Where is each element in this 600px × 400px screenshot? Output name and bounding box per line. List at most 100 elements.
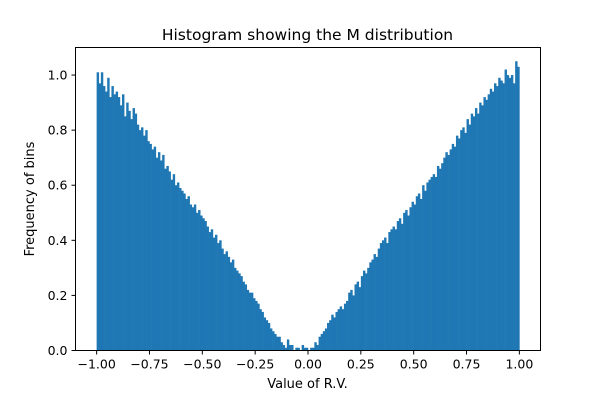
histogram-bar <box>356 281 360 351</box>
x-tick-label: −1.00 <box>77 357 115 372</box>
histogram-bar <box>225 251 228 351</box>
histogram-bar <box>263 317 267 351</box>
histogram-bar <box>369 262 372 351</box>
histogram-bar <box>348 292 351 351</box>
histogram-bar <box>479 102 482 351</box>
histogram-bar <box>134 113 138 351</box>
histogram-bar <box>365 273 368 351</box>
histogram-bar <box>124 116 127 351</box>
histogram-bar <box>100 72 104 351</box>
histogram-bar <box>517 66 520 351</box>
histogram-bar <box>314 342 317 351</box>
x-tick-label: 1.00 <box>505 357 533 372</box>
histogram-bar <box>500 80 503 351</box>
histogram-bar <box>401 223 404 351</box>
histogram-bar <box>174 185 178 351</box>
histogram-bar <box>432 174 436 351</box>
histogram-bar <box>215 234 218 351</box>
histogram-bar <box>417 193 421 351</box>
histogram-bar <box>333 317 336 351</box>
histogram-bar <box>331 314 334 351</box>
histogram-bar <box>458 138 461 351</box>
x-tick-label: −0.25 <box>236 357 274 372</box>
histogram-bar <box>261 311 264 351</box>
histogram-bar <box>278 336 281 351</box>
histogram-bar <box>179 187 182 351</box>
histogram-bar <box>102 86 106 351</box>
histogram-bar <box>428 179 431 351</box>
chart-title: Histogram showing the M distribution <box>162 26 453 44</box>
histogram-bar <box>481 105 484 351</box>
histogram-bar <box>162 154 165 351</box>
histogram-bar <box>335 311 338 351</box>
x-axis-label: Value of R.V. <box>267 377 348 392</box>
histogram-bar <box>202 218 205 351</box>
histogram-bar <box>513 83 516 351</box>
histogram-bar <box>109 97 112 351</box>
histogram-bar <box>193 204 197 351</box>
histogram-bar <box>350 289 353 351</box>
histogram-bar <box>244 284 248 351</box>
histogram-bar <box>502 83 505 351</box>
axes-frame <box>75 47 541 351</box>
histogram-bar <box>210 229 214 351</box>
y-tick-label: 0.4 <box>48 233 68 248</box>
histogram-bar <box>305 347 309 351</box>
histogram-bar <box>276 336 279 351</box>
histogram-bar <box>337 309 341 351</box>
x-tick-label: 0.25 <box>347 357 375 372</box>
histogram-bar <box>506 75 510 351</box>
histogram-bar <box>443 157 446 351</box>
histogram-bar <box>430 176 434 351</box>
histogram-bar <box>470 113 474 351</box>
y-tick-label: 0.0 <box>48 343 68 358</box>
histogram-bar <box>407 215 410 351</box>
y-tick-label: 0.8 <box>48 123 68 138</box>
histogram-bar <box>255 300 258 351</box>
histogram-bar <box>195 212 199 351</box>
histogram-bar <box>160 160 163 351</box>
x-tick-label: 0.50 <box>400 357 428 372</box>
y-axis-label: Frequency of bins <box>23 141 38 256</box>
histogram-bar <box>371 259 374 351</box>
histogram-bar <box>424 190 427 351</box>
histogram-bar <box>489 88 493 351</box>
histogram-bar <box>466 119 469 351</box>
histogram-bar <box>310 347 313 351</box>
histogram-bar <box>130 119 133 351</box>
histogram-bar <box>111 86 114 351</box>
histogram-bar <box>487 94 491 351</box>
histogram-bar <box>498 77 501 351</box>
histogram-bar <box>390 229 393 351</box>
histogram-bar <box>221 248 224 351</box>
y-tick-label: 0.6 <box>48 178 68 193</box>
histogram-bar <box>362 270 366 351</box>
histogram-bar <box>312 347 315 351</box>
histogram-bar <box>422 185 425 351</box>
histogram-bar <box>354 284 357 351</box>
histogram-bar <box>155 157 159 351</box>
histogram-bar <box>238 273 241 351</box>
histogram-bar <box>147 141 150 351</box>
histogram-bar <box>436 165 440 351</box>
histogram-bar <box>128 110 131 351</box>
histogram-bar <box>445 152 448 351</box>
histogram-bar <box>441 163 444 351</box>
histogram-bar <box>420 199 423 351</box>
histogram-bar <box>494 83 497 351</box>
histogram-bar <box>460 130 463 351</box>
x-tick-label: 0.75 <box>453 357 481 372</box>
histogram-bar <box>267 322 271 351</box>
histogram-bar <box>373 254 376 351</box>
histogram-bar <box>219 240 222 351</box>
histogram-bar <box>324 328 328 351</box>
histogram-bar <box>185 199 188 351</box>
histogram-bar <box>341 309 345 351</box>
histogram-bar <box>474 108 478 351</box>
histogram-bar <box>257 303 260 351</box>
y-tick-label: 0.2 <box>48 288 68 303</box>
histogram-bar <box>381 240 385 351</box>
histogram-bar <box>242 281 245 351</box>
histogram-bar <box>240 276 243 351</box>
histogram-bar <box>206 226 209 351</box>
